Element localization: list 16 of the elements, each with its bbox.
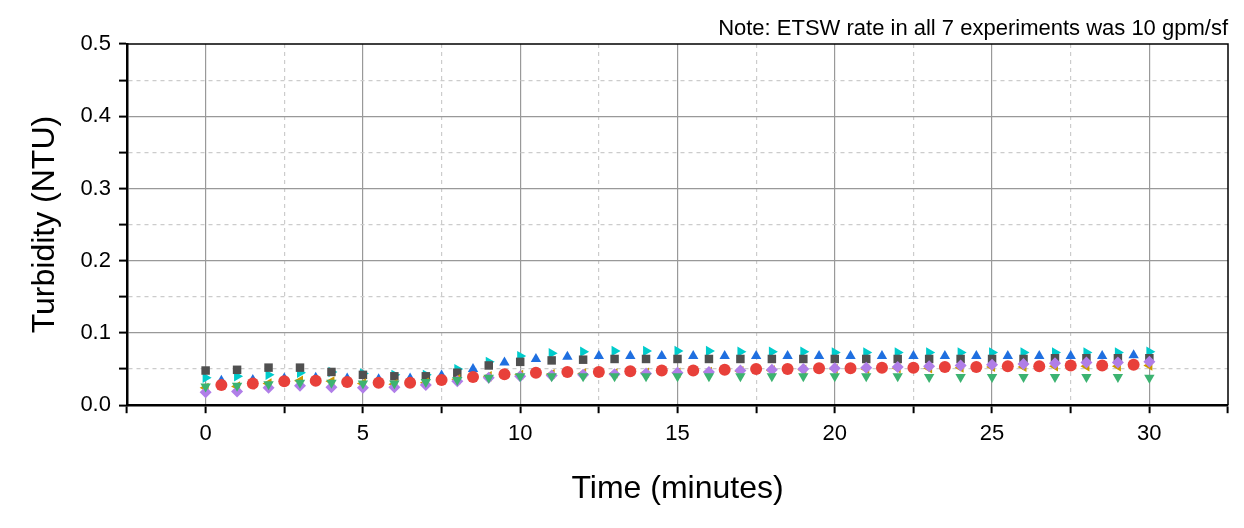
x-tick-label: 5 [356,420,370,446]
y-tick-label: 0.3 [80,174,111,200]
x-tick-label: 15 [665,420,690,446]
text: Note: ETSW rate in all 7 experiments was 10 gpm/sf [718,15,1229,41]
x-tick-label: 30 [1137,420,1162,446]
x-tick-label: 20 [822,420,848,446]
x-tick-label: 0 [199,420,212,446]
y-tick-label: 0.4 [80,102,111,128]
x-axis-title: Time (minutes) [571,468,784,505]
y-tick-label: 0.2 [80,246,111,272]
x-tick-label: 10 [507,420,533,446]
y-tick-label: 0.0 [80,391,111,417]
y-tick-label: 0.5 [80,30,111,56]
y-tick-label: 0.1 [80,319,111,345]
y-axis-title: Turbidity (NTU) [25,115,62,334]
x-tick-label: 25 [979,420,1005,446]
